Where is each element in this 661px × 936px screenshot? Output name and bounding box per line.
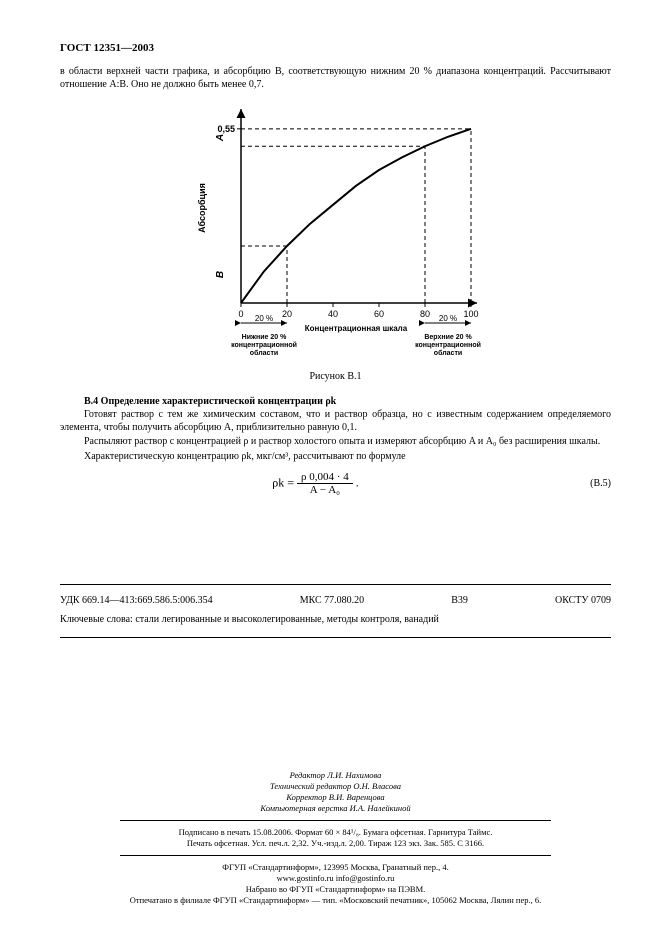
classification-codes: УДК 669.14—413:669.586.5:006.354 МКС 77.… [60,595,611,606]
svg-text:20 %: 20 % [438,314,456,323]
svg-text:области: области [433,349,461,357]
svg-text:20 %: 20 % [254,314,272,323]
formula-numerator: ρ 0,004 · 4 [297,471,353,484]
imprint-footer: Редактор Л.И. Нахимова Технический редак… [60,756,611,906]
b4-p1: Готовят раствор с тем же химическим сост… [60,409,611,434]
svg-text:0,55: 0,55 [217,124,235,134]
formula-denominator: A − A₀ [297,484,353,496]
intro-paragraph: в области верхней части графика, и абсор… [60,66,611,91]
svg-text:100: 100 [463,309,478,319]
svg-text:Концентрационная шкала: Концентрационная шкала [304,324,407,333]
svg-text:концентрационной: концентрационной [415,341,481,349]
typeset-line: Набрано во ФГУП «Стандартинформ» на ПЭВМ… [60,884,611,895]
b-code: В39 [451,595,468,606]
udc-code: УДК 669.14—413:669.586.5:006.354 [60,595,213,606]
section-b4-heading: В.4 Определение характеристической конце… [60,396,611,407]
svg-text:A: A [215,134,226,142]
section-b4-heading-text: В.4 Определение характеристической конце… [84,396,336,407]
separator-top [60,584,611,585]
figure-caption: Рисунок В.1 [60,371,611,382]
svg-text:Нижние 20 %: Нижние 20 % [241,334,286,341]
formula-b5: ρk = ρ 0,004 · 4 A − A₀ . (В.5) [60,471,611,496]
b4-p2: Распыляют раствор с концентрацией ρ и ра… [60,436,611,449]
formula-number: (В.5) [571,478,611,489]
svg-text:B: B [215,271,226,278]
print-info-1: Подписано в печать 15.08.2006. Формат 60… [60,827,611,838]
svg-text:20: 20 [281,309,291,319]
doc-id: ГОСТ 12351—2003 [60,42,611,54]
mks-code: МКС 77.080.20 [300,595,364,606]
keywords: Ключевые слова: стали легированные и выс… [60,614,611,625]
formula-fraction: ρ 0,004 · 4 A − A₀ [297,471,353,496]
editor-line: Редактор Л.И. Нахимова [60,770,611,781]
layout-line: Компьютерная верстка И.А. Налейкиной [60,803,611,814]
formula-tail: . [356,475,359,489]
b4-p3: Характеристическую концентрацию ρk, мкг/… [60,451,611,464]
printed-line: Отпечатано в филиале ФГУП «Стандартинфор… [60,895,611,906]
formula-lhs: ρk = [272,475,294,489]
svg-text:Абсорбция: Абсорбция [197,183,207,233]
okstu-code: ОКСТУ 0709 [555,595,611,606]
svg-text:80: 80 [419,309,429,319]
svg-text:0: 0 [238,309,243,319]
svg-text:40: 40 [327,309,337,319]
svg-text:области: области [249,349,277,357]
calibration-curve-chart: 0 20 40 60 80 100 0,55 Абсорбция Концентрационна… [186,103,486,363]
formula-body: ρk = ρ 0,004 · 4 A − A₀ . [60,471,571,496]
separator-bottom [60,637,611,638]
svg-text:Верхние 20 %: Верхние 20 % [424,334,472,341]
print-info-2: Печать офсетная. Усл. печ.л. 2,32. Уч.-и… [60,838,611,849]
tech-editor-line: Технический редактор О.Н. Власова [60,781,611,792]
publisher-web: www.gostinfo.ru info@gostinfo.ru [60,873,611,884]
page: ГОСТ 12351—2003 в области верхней части … [0,0,661,936]
chart-container: 0 20 40 60 80 100 0,55 Абсорбция Концентрационна… [60,103,611,363]
publisher-addr: ФГУП «Стандартинформ», 123995 Москва, Гр… [60,862,611,873]
corrector-line: Корректор В.И. Варенцова [60,792,611,803]
svg-text:концентрационной: концентрационной [231,341,297,349]
svg-text:60: 60 [373,309,383,319]
